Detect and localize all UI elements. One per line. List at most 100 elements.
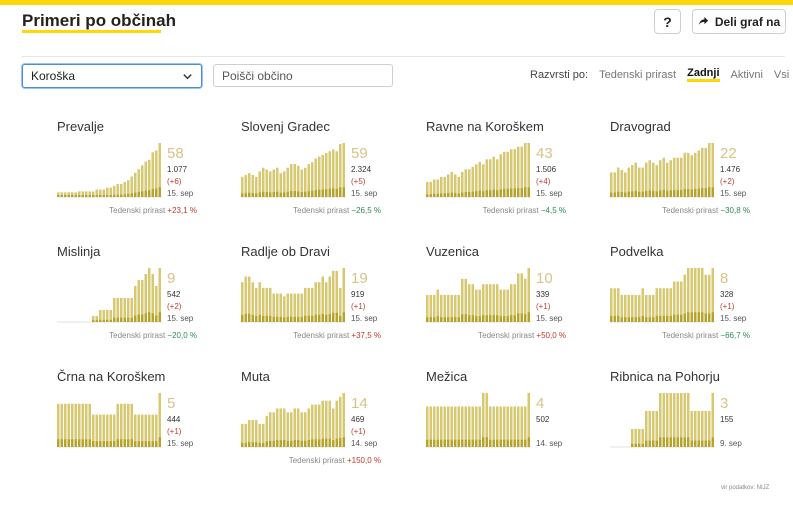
chart-bar-segment <box>676 314 679 322</box>
weekly-growth: Tedenski prirast −26,5 % <box>241 206 381 215</box>
chart-bar-segment <box>255 442 258 447</box>
region-select[interactable]: Koroška <box>22 64 202 88</box>
sort-option-active[interactable]: Aktivni <box>730 68 763 81</box>
municipality-search-input[interactable]: Poišči občino <box>213 64 393 87</box>
municipality-card[interactable]: Dravograd 22 1.476 (+2) 15. sep Tedenski prir… <box>610 119 780 229</box>
chart-bar-segment <box>496 315 499 322</box>
chart-bar-segment <box>694 312 697 322</box>
chart-bar <box>251 420 254 447</box>
municipality-card[interactable]: Vuzenica 10 339 (+1) 15. sep Tedenski prirast… <box>426 244 596 354</box>
chart-bar <box>471 406 474 447</box>
share-button[interactable]: Deli graf na <box>692 9 786 34</box>
chart-bar-segment <box>697 188 700 197</box>
chart-bar <box>666 393 669 447</box>
help-button[interactable]: ? <box>654 9 681 34</box>
municipality-card[interactable]: Podvelka 8 328 (+1) 15. sep Tedenski prirast … <box>610 244 780 354</box>
municipality-card[interactable]: Radlje ob Dravi 19 919 (+1) 15. sep Tedenski … <box>241 244 411 354</box>
chart-bar <box>659 160 662 197</box>
municipality-card[interactable]: Ribnica na Pohorju 3 155 9. sep <box>610 369 780 479</box>
chart-bar-segment <box>683 437 686 447</box>
municipality-card[interactable]: Muta 14 469 (+1) 14. sep Tedenski prirast +15… <box>241 369 411 479</box>
chart-bar <box>283 171 286 197</box>
chart-bar-segment <box>461 314 464 322</box>
chart-bar <box>248 173 251 197</box>
chart-bar-segment <box>624 317 627 322</box>
chart-bar-segment <box>655 315 658 322</box>
chart-bar <box>610 172 613 197</box>
chart-bar <box>701 147 704 197</box>
chart-bar <box>88 403 91 447</box>
weekly-growth-value: +150,0 % <box>346 456 381 465</box>
chart-bar-segment <box>95 441 98 447</box>
chart-bar <box>144 161 147 197</box>
chart-bar <box>335 270 338 322</box>
chart-bar <box>318 156 321 197</box>
chart-bar-segment <box>262 315 265 322</box>
chart-bar <box>708 274 711 322</box>
chart-bar-segment <box>339 437 342 447</box>
latest-value: 43 <box>536 145 553 162</box>
chart-bar <box>57 192 60 197</box>
chart-bar <box>429 181 432 197</box>
municipality-card[interactable]: Slovenj Gradec 59 2.324 (+5) 15. sep Tedenski… <box>241 119 411 229</box>
chart-bar-segment <box>269 192 272 197</box>
chart-bar <box>457 295 460 322</box>
chart-bar <box>617 288 620 322</box>
municipality-card[interactable]: Črna na Koroškem 5 444 (+1) 15. sep <box>57 369 227 479</box>
chart-bar <box>155 286 158 322</box>
chart-bar <box>708 411 711 447</box>
chart-bar <box>255 420 258 447</box>
municipality-card[interactable]: Mežica 4 502 14. sep <box>426 369 596 479</box>
municipality-card[interactable]: Mislinja 9 542 (+2) 15. sep Tedenski prirast … <box>57 244 227 354</box>
chart-bar <box>141 165 144 197</box>
municipality-card[interactable]: Prevalje 58 1.077 (+6) 15. sep Tedenski prira… <box>57 119 227 229</box>
last-date: 15. sep <box>167 439 194 448</box>
chart-bar-segment <box>634 317 637 322</box>
chart-bar-segment <box>683 189 686 197</box>
chart-bar-segment <box>244 313 247 322</box>
chart-bar <box>300 293 303 322</box>
chart-bar <box>81 403 84 447</box>
chart-bar <box>482 284 485 322</box>
chart-bar <box>627 167 630 197</box>
chart-bar <box>503 406 506 447</box>
chart-bar-segment <box>489 315 492 322</box>
sort-option-all[interactable]: Vsi <box>773 68 790 81</box>
share-button-label: Deli graf na <box>714 14 781 29</box>
municipality-card[interactable]: Ravne na Koroškem 43 1.506 (+4) 15. sep Teden… <box>426 119 596 229</box>
chart-bar-segment <box>708 313 711 322</box>
chart-bar-segment <box>99 441 102 447</box>
chart-bar-segment <box>137 314 140 322</box>
chart-bar-segment <box>311 315 314 322</box>
chart-bar-segment <box>300 316 303 322</box>
chart-bar <box>269 171 272 197</box>
chart-bar-segment <box>155 315 158 322</box>
chart-bar <box>708 143 711 197</box>
chart-bar-segment <box>426 194 429 197</box>
chart-bar <box>641 167 644 197</box>
chart-bar-segment <box>443 317 446 322</box>
weekly-growth-value: −20,0 % <box>167 331 197 340</box>
chart-bar-segment <box>489 190 492 197</box>
chart-bar-segment <box>524 439 527 447</box>
chart-bar <box>332 408 335 447</box>
chart-bar-segment <box>109 319 112 322</box>
chart-bar-segment <box>95 320 98 322</box>
sort-option-weekly[interactable]: Tedenski prirast <box>599 68 677 81</box>
chart-bar <box>694 411 697 447</box>
share-icon <box>698 16 708 26</box>
chart-bar <box>328 276 331 322</box>
weekly-growth-value: −66,7 % <box>720 331 750 340</box>
municipality-name: Muta <box>241 369 270 384</box>
chart-bar <box>513 406 516 447</box>
total-value: 1.476 <box>720 165 741 174</box>
sort-option-latest[interactable]: Zadnji <box>687 67 720 82</box>
chart-bar-segment <box>454 192 457 197</box>
chart-bar-segment <box>447 192 450 197</box>
chart-bar-segment <box>269 315 272 322</box>
chart-bar-segment <box>478 190 481 197</box>
chart-bar-segment <box>304 315 307 322</box>
chart-bar-segment <box>711 312 714 322</box>
chart-bar <box>527 143 530 197</box>
chart-bar-segment <box>440 193 443 197</box>
